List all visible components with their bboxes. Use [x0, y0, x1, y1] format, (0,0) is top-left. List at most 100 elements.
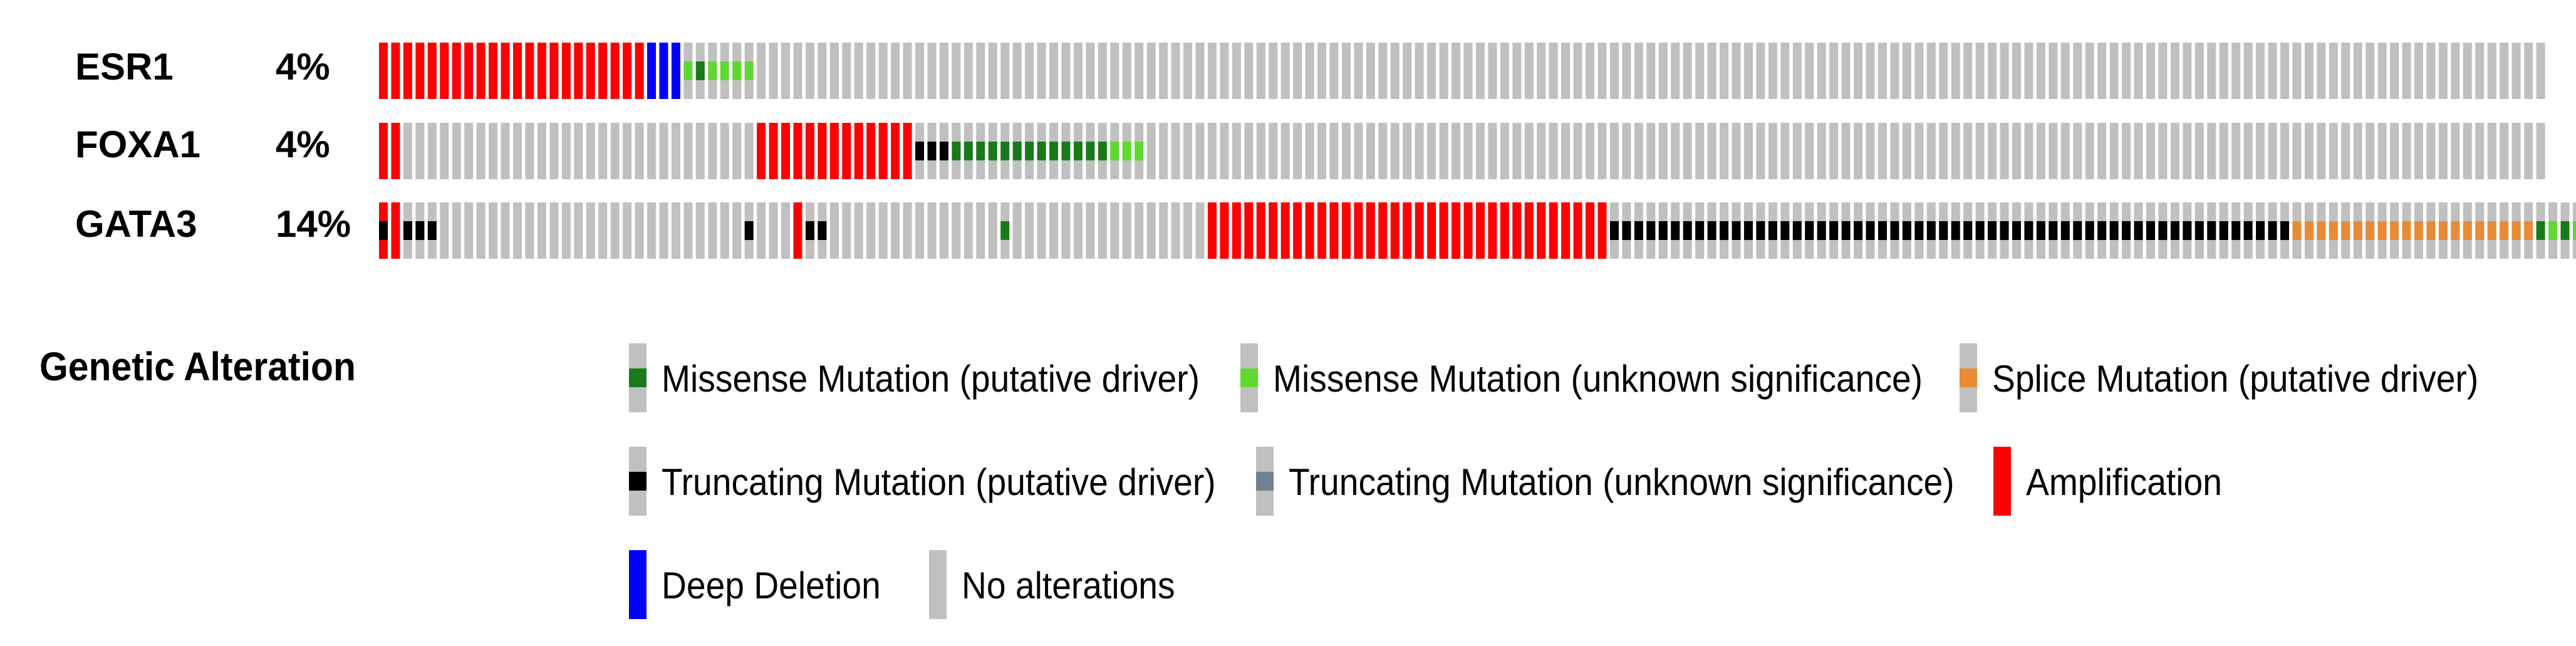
cell-gata3-amp [1439, 202, 1448, 259]
cell-gata3 [695, 202, 705, 259]
cell-foxa1-amp [829, 123, 839, 179]
cell-esr1 [1110, 43, 1119, 99]
legend-label-trunc-vus: Truncating Mutation (unknown significanc… [1289, 461, 1955, 503]
cell-foxa1 [1634, 123, 1643, 179]
cell-foxa1 [2487, 123, 2496, 179]
cell-gata3-trunc_driver [2170, 221, 2179, 240]
cell-gata3 [464, 202, 474, 259]
cell-gata3 [988, 202, 997, 259]
cell-gata3-trunc_driver [2073, 221, 2082, 240]
cell-gata3-amp [1244, 202, 1254, 259]
cell-esr1 [1634, 43, 1643, 99]
cell-foxa1 [695, 123, 705, 179]
cell-esr1-amp [476, 43, 486, 99]
cell-gata3-trunc_driver [1756, 221, 1765, 240]
cell-gata3-missense_vus [2572, 221, 2576, 240]
gene-label-esr1: ESR1 [75, 46, 174, 88]
cell-esr1 [1622, 43, 1631, 99]
cell-esr1 [2231, 43, 2241, 99]
cell-foxa1-amp [818, 123, 827, 179]
cell-gata3 [647, 202, 657, 259]
cell-gata3-trunc_driver [1854, 221, 1863, 240]
gene-percent-foxa1: 4% [276, 123, 330, 165]
cell-esr1 [1817, 43, 1826, 99]
cell-foxa1 [2524, 123, 2533, 179]
cell-foxa1-missense_vus [1122, 142, 1131, 160]
cell-esr1-deep [671, 43, 680, 99]
cell-foxa1 [1207, 123, 1217, 179]
cell-esr1 [1573, 43, 1582, 99]
cell-foxa1 [1902, 123, 1911, 179]
cell-gata3-amp [1256, 202, 1265, 259]
cell-esr1 [2085, 43, 2094, 99]
cell-foxa1 [1646, 123, 1656, 179]
cell-gata3 [489, 202, 498, 259]
cell-foxa1 [1743, 123, 1753, 179]
legend-swatch-splice [1960, 343, 1977, 412]
cell-foxa1 [1683, 123, 1692, 179]
cell-foxa1 [1768, 123, 1777, 179]
cell-esr1 [1098, 43, 1107, 99]
cell-esr1 [1854, 43, 1863, 99]
gene-percent-esr1: 4% [276, 46, 330, 88]
cell-gata3-amp [793, 202, 802, 259]
cell-gata3 [623, 202, 632, 259]
cell-gata3-trunc_driver [1866, 221, 1875, 240]
cell-gata3-amp [1463, 202, 1473, 259]
cell-foxa1-missense_driver [963, 142, 973, 160]
cell-foxa1 [1452, 123, 1461, 179]
cell-gata3 [1122, 202, 1131, 259]
cell-esr1 [1841, 43, 1851, 99]
cell-gata3-splice [2524, 221, 2533, 240]
legend-swatch-deep-deletion [629, 550, 647, 619]
cell-foxa1 [1195, 123, 1205, 179]
cell-foxa1 [1951, 123, 1960, 179]
cell-gata3 [586, 202, 595, 259]
cell-foxa1 [2243, 123, 2253, 179]
cell-esr1-missense_vus [720, 61, 729, 80]
cell-esr1-amp [501, 43, 510, 99]
cell-gata3 [501, 202, 510, 259]
cell-gata3-trunc_driver [1683, 221, 1692, 240]
cell-foxa1 [1500, 123, 1509, 179]
cell-foxa1 [683, 123, 693, 179]
cell-foxa1 [1415, 123, 1424, 179]
cell-foxa1 [1939, 123, 1948, 179]
cell-esr1-amp [598, 43, 608, 99]
cell-foxa1 [1622, 123, 1631, 179]
cell-foxa1 [1378, 123, 1388, 179]
cell-foxa1 [1561, 123, 1571, 179]
cell-foxa1 [1329, 123, 1339, 179]
cell-gata3 [1037, 202, 1046, 259]
cell-foxa1 [2000, 123, 2009, 179]
cell-gata3-splice [2366, 221, 2375, 240]
cell-esr1 [1743, 43, 1753, 99]
cell-gata3-trunc_driver [2231, 221, 2241, 240]
cell-foxa1 [647, 123, 657, 179]
legend-label-splice: Splice Mutation (putative driver) [1992, 358, 2479, 400]
cell-gata3-trunc_driver [1732, 221, 1741, 240]
cell-esr1 [1586, 43, 1595, 99]
cell-gata3-amp [1269, 202, 1278, 259]
cell-gata3 [939, 202, 948, 259]
cell-esr1 [854, 43, 863, 99]
cell-gata3-trunc_driver [1634, 221, 1643, 240]
cell-esr1 [2183, 43, 2192, 99]
cell-foxa1 [1988, 123, 1997, 179]
cell-gata3-amp [1427, 202, 1436, 259]
cell-gata3-trunc_driver [1829, 221, 1839, 240]
legend-swatch-missense-driver [629, 343, 647, 412]
cell-gata3 [1171, 202, 1180, 259]
cell-esr1 [1378, 43, 1388, 99]
cell-esr1-amp [403, 43, 412, 99]
cell-foxa1 [1756, 123, 1765, 179]
legend-label-trunc-driver: Truncating Mutation (putative driver) [662, 461, 1216, 503]
cell-esr1 [1671, 43, 1680, 99]
cell-foxa1 [1671, 123, 1680, 179]
cell-esr1 [1171, 43, 1180, 99]
cell-esr1-amp [464, 43, 474, 99]
cell-esr1 [1683, 43, 1692, 99]
cell-foxa1 [2158, 123, 2168, 179]
cell-esr1 [1390, 43, 1400, 99]
cell-gata3-amp [1524, 202, 1534, 259]
